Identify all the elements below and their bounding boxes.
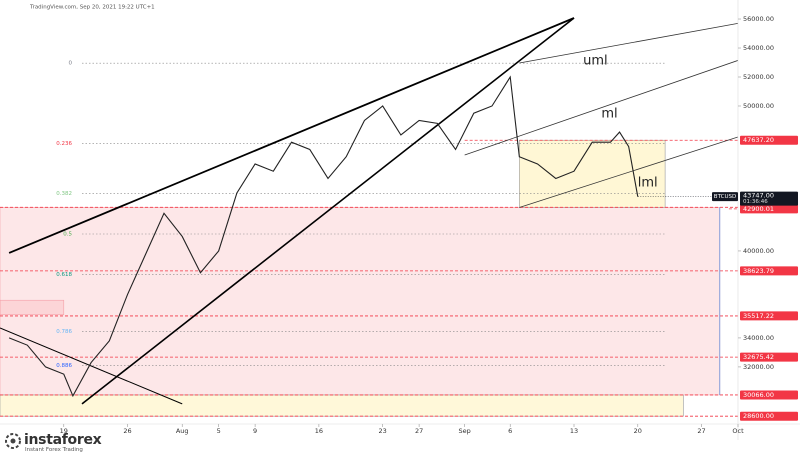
last-price-label: 43747.00 <box>743 192 774 200</box>
x-tick-label: 5 <box>217 427 221 435</box>
fib-label: 0.236 <box>56 141 72 147</box>
logo <box>5 433 21 449</box>
fib-label: 0.618 <box>56 272 72 278</box>
last-price-tag <box>740 191 798 206</box>
brand-tagline: Instant Forex Trading <box>25 447 83 453</box>
zone <box>0 394 684 417</box>
x-tick-label: Sep <box>459 427 471 435</box>
price-line <box>8 75 639 398</box>
level-label: 42900.01 <box>743 205 774 213</box>
trendline <box>464 60 738 156</box>
y-tick-label: 34000.00 <box>743 334 774 342</box>
x-tick-label: Oct <box>732 427 744 435</box>
symbol-label: BTCUSD <box>714 194 736 200</box>
y-tick-label: 32000.00 <box>743 363 774 371</box>
level-tag <box>740 311 798 321</box>
trendline <box>519 136 738 208</box>
y-tick-label: 56000.00 <box>743 15 774 23</box>
chart-title: TradingView.com, Sep 20, 2021 19:22 UTC+… <box>29 5 155 11</box>
countdown: 01:36:46 <box>743 199 768 205</box>
x-tick-label: 27 <box>415 427 423 435</box>
annotation: uml <box>583 54 608 69</box>
level-label: 32675.42 <box>743 353 774 361</box>
trendline <box>8 17 575 254</box>
level-tag <box>740 266 798 276</box>
symbol-tag <box>712 192 738 202</box>
x-tick-label: 6 <box>508 427 512 435</box>
level-tag <box>740 411 798 421</box>
x-tick-label: 20 <box>634 427 642 435</box>
x-tick-label: 26 <box>123 427 131 435</box>
level-tag <box>740 135 798 145</box>
annotation: lml <box>638 175 658 190</box>
level-label: 47637.20 <box>743 136 774 144</box>
x-tick-label: Aug <box>176 427 189 435</box>
annotation: ml <box>601 106 617 121</box>
x-tick-label: 16 <box>315 427 323 435</box>
y-tick-label: 50000.00 <box>743 102 774 110</box>
zone <box>0 207 721 396</box>
brand-name: instaforex <box>24 432 102 448</box>
x-tick-label: 19 <box>60 427 68 435</box>
fib-label: 0.5 <box>63 231 72 237</box>
trendline <box>0 327 183 405</box>
plot-area: 0 0.236 0.382 0.5 0.618 0.786 0.886 <box>0 17 738 417</box>
zone <box>0 299 65 316</box>
y-tick-label: 52000.00 <box>743 73 774 81</box>
y-tick-label: 54000.00 <box>743 44 774 52</box>
level-tag <box>740 352 798 362</box>
fib-label: 0.786 <box>56 329 72 335</box>
level-label: 35517.22 <box>743 312 774 320</box>
trendline <box>519 22 738 64</box>
fib-label: 0.886 <box>56 363 72 369</box>
fib-label: 0 <box>69 61 73 67</box>
level-label: 38623.79 <box>743 267 774 275</box>
level-label: 30066.00 <box>743 391 774 399</box>
level-tag <box>740 204 798 214</box>
price-axis <box>738 0 800 455</box>
x-tick-label: 9 <box>253 427 257 435</box>
zone <box>519 139 666 208</box>
x-tick-label: 27 <box>697 427 705 435</box>
branding: instaforex Instant Forex Trading <box>4 430 124 454</box>
level-tag <box>740 390 798 400</box>
trendline <box>81 17 575 405</box>
x-tick-label: 23 <box>379 427 387 435</box>
fib-label: 0.382 <box>56 191 72 197</box>
y-tick-label: 40000.00 <box>743 247 774 255</box>
x-tick-label: 13 <box>570 427 578 435</box>
level-label: 28600.00 <box>743 412 774 420</box>
